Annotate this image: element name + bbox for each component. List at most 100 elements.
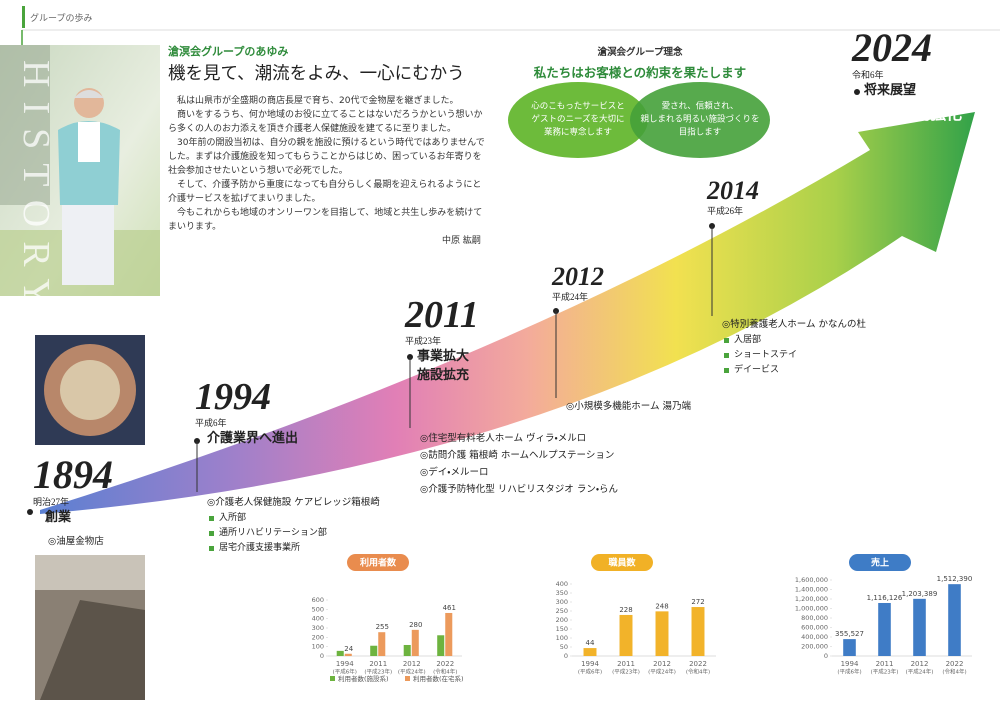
chart-title-pill [347, 554, 409, 571]
x-tick-note: (平成23年) [612, 668, 640, 676]
philosophy-text: 心のこもったサービスと [531, 101, 625, 112]
paragraph: 30年前の開設当初は、自分の親を施設に預けるという時代ではありませんでした。まず… [168, 138, 485, 176]
timeline-dot [27, 509, 33, 515]
paragraph: 今もこれからも地域のオンリーワンを目指して、地域と共生し歩みを続けてまいります。 [168, 208, 483, 232]
timeline-items: ◎介護老人保健施設 ケアビレッジ箱根崎 入所部 通所リハビリテーション部 居宅介護支援… [207, 494, 380, 556]
facility: ◎デイ・メルーロ [420, 467, 489, 478]
x-tick-note: (令和4年) [433, 668, 457, 676]
x-tick-note: (平成23年) [871, 668, 899, 676]
data-label: 272 [691, 598, 704, 606]
bar [403, 644, 411, 656]
x-tick-label: 1994 [336, 660, 354, 668]
x-tick-label: 2011 [369, 660, 387, 668]
era: 明治27年 [33, 497, 70, 507]
data-label: 280 [409, 621, 422, 629]
x-tick-note: (平成23年) [364, 668, 392, 676]
x-tick-note: (平成6年) [333, 668, 357, 676]
y-tick-label: 50 [560, 643, 568, 651]
timeline-items: ◎小規模多機能ホーム 湯乃端 [566, 398, 691, 415]
shop-photo [35, 555, 145, 700]
facility: ◎介護予防特化型 リハビリスタジオ ラン・らん [420, 484, 619, 495]
y-tick-label: 0 [564, 652, 568, 660]
bar [655, 611, 669, 656]
chart-title: 利用者数 [359, 557, 397, 569]
x-tick-label: 2022 [689, 660, 707, 668]
chart-title-pill [591, 554, 653, 571]
y-tick-label: 800,000 [801, 614, 828, 622]
portrait-photo [0, 45, 160, 296]
bar [619, 614, 633, 656]
year: 2011 [405, 294, 479, 336]
message-kicker: 滄溟会グループのあゆみ [168, 45, 289, 58]
x-tick-note: (平成24年) [648, 668, 676, 676]
x-tick-note: (令和4年) [686, 668, 710, 676]
facility: ◎油屋金物店 [48, 536, 104, 547]
x-tick-note: (平成24年) [398, 668, 426, 676]
y-tick-label: 600,000 [801, 624, 828, 632]
year: 1994 [195, 376, 271, 418]
data-label: 44 [586, 639, 595, 647]
y-tick-label: 200 [556, 616, 568, 624]
era: 平成24年 [552, 292, 589, 302]
x-tick-label: 2012 [911, 660, 929, 668]
y-tick-label: 100 [556, 634, 568, 642]
chart-title-pill [849, 554, 911, 571]
timeline-arrow [40, 112, 975, 514]
signature: 中原 紘嗣 [442, 236, 481, 246]
facility-unit: 入居部 [722, 333, 866, 348]
headline: 介護業界へ進出 [207, 431, 299, 446]
philosophy-circles [508, 82, 770, 158]
philosophy-text: ゲストのニーズを大切に [531, 114, 624, 125]
philosophy-text: 愛され、信頼され、 [662, 101, 739, 112]
header-accent [22, 6, 25, 28]
timeline-items: ◎油屋金物店 [48, 533, 104, 550]
bar [336, 650, 344, 656]
timeline-dot [854, 89, 860, 95]
facility-unit: デイービス [722, 363, 866, 378]
facility-unit: 通所リハビリテーション部 [207, 526, 380, 541]
x-tick-label: 2022 [436, 660, 454, 668]
y-tick-label: 400 [556, 580, 568, 588]
data-label: 24 [344, 645, 353, 653]
headline: 事業拡大 [417, 349, 470, 364]
bar [913, 598, 926, 656]
facility: ◎訪問介護 箱根崎 ホームヘルプステーション [420, 450, 615, 461]
y-tick-label: 0 [824, 652, 828, 660]
era: 平成26年 [707, 206, 744, 216]
facility-unit: ショートステイ [722, 348, 866, 363]
facility-unit: 入所部 [207, 511, 380, 526]
data-label: 255 [376, 623, 389, 631]
bar [437, 635, 445, 656]
legend-swatch [405, 676, 410, 681]
y-tick-label: 1,000,000 [795, 605, 828, 613]
legend-swatch [330, 676, 335, 681]
bar [583, 648, 597, 656]
bar [691, 607, 705, 656]
facility: ◎特別養護老人ホーム かなんの杜 [722, 319, 867, 330]
y-tick-label: 200,000 [801, 643, 828, 651]
y-tick-label: 1,400,000 [795, 586, 828, 594]
chart-title: 売上 [871, 557, 889, 569]
year: 2014 [707, 176, 759, 205]
bar [445, 612, 453, 656]
philosophy-text: 親しまれる明るい施設づくりを [640, 114, 759, 125]
bar [411, 629, 419, 656]
data-label: 1,203,389 [902, 590, 938, 598]
y-tick-label: 300 [312, 624, 324, 632]
chart-title: 職員数 [608, 557, 636, 569]
bar [948, 584, 961, 656]
data-label: 1,116,126 [867, 594, 903, 602]
y-tick-label: 300 [556, 598, 568, 606]
x-tick-label: 2011 [876, 660, 894, 668]
bar [378, 632, 386, 656]
philosophy-label: 滄溟会グループ理念 [597, 47, 683, 58]
y-tick-label: 200 [312, 633, 324, 641]
bar [878, 602, 891, 656]
facility: ◎介護老人保健施設 ケアビレッジ箱根崎 [207, 497, 380, 508]
bar [370, 645, 378, 656]
data-label: 355,527 [835, 630, 864, 638]
year: 1894 [33, 452, 113, 497]
y-tick-label: 250 [556, 607, 568, 615]
paragraph: そして、介護予防から重度になっても自分らしく最期を迎えられるようにと介護サービス… [168, 180, 482, 204]
